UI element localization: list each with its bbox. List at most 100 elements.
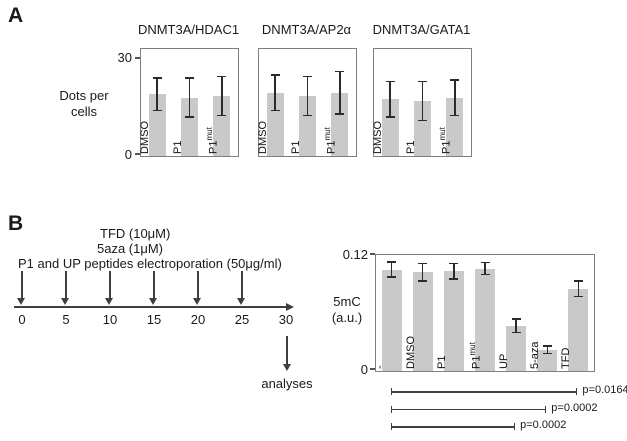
error-bar-cap: [480, 261, 490, 264]
electroporation-arrowhead-icon: [149, 298, 157, 305]
panel-b-ymax-label: 0.12: [342, 247, 368, 262]
bar-label: P1: [289, 140, 302, 154]
error-bar-cap: [185, 116, 194, 118]
chart-title-dnmt3a-gata1: DNMT3A/GATA1: [372, 22, 471, 37]
analyses-label: analyses: [261, 376, 313, 391]
bar-label: P1: [435, 355, 448, 369]
error-bar-cap: [185, 77, 194, 79]
error-bar-cap: [511, 331, 521, 334]
bar-chart-dnmt3a-ap2a: DMSO P1 P1mut: [257, 48, 357, 157]
error-bar-cap: [152, 77, 162, 79]
chart-title-dnmt3a-hdac1: DNMT3A/HDAC1: [137, 22, 240, 37]
bar-tfd: [568, 288, 589, 371]
bar-label: P1mut: [468, 342, 483, 369]
bar-label: P1: [171, 140, 184, 154]
error-bar-cap: [303, 114, 312, 117]
bar-chart-5mc: - DMSO P1 P1mut UP 5-aza TFD: [373, 254, 595, 372]
bar-dmso: [266, 92, 284, 156]
bar-label: 5-aza: [529, 341, 542, 369]
error-bar-cap: [450, 114, 460, 117]
error-bar: [390, 261, 393, 278]
error-bar: [274, 74, 276, 111]
panel-b-y-axis-title: 5mC (a.u.): [331, 294, 363, 325]
bar-p1: [414, 100, 431, 156]
bar-chart-dnmt3a-hdac1: DMSO P1 P1mut: [139, 48, 239, 157]
bar-label: DMSO: [257, 121, 270, 154]
error-bar-cap: [418, 262, 428, 265]
significance-bracket: [390, 408, 547, 410]
bar-dmso: [381, 99, 399, 156]
electroporation-arrowhead-icon: [61, 298, 69, 305]
timeline-tick-10: 10: [102, 312, 118, 327]
bar-label-superscript: mut: [204, 127, 214, 141]
error-bar-cap: [542, 345, 552, 347]
timeline-peptides-text: P1 and UP peptides electroporation (50μg…: [18, 256, 282, 271]
bar-label: P1mut: [204, 127, 220, 154]
analyses-arrow-line: [286, 336, 288, 364]
error-bar: [546, 345, 549, 354]
error-bar: [484, 262, 486, 275]
electroporation-arrow-line: [65, 271, 67, 298]
bar-label: UP: [498, 353, 511, 369]
electroporation-arrow-line: [241, 271, 243, 298]
error-bar-cap: [573, 295, 583, 298]
panel-b-ymin-tick: [370, 368, 375, 370]
error-bar-cap: [335, 113, 345, 115]
significance-label: p=0.0002: [520, 419, 567, 431]
error-bar: [188, 78, 191, 118]
panel-a-ymax-tick: [135, 57, 140, 59]
panel-b-ymax-tick: [370, 253, 375, 255]
error-bar-cap: [480, 273, 490, 276]
error-bar-cap: [511, 318, 521, 320]
error-bar-cap: [542, 352, 552, 355]
bar-label: -: [373, 365, 386, 369]
significance-bracket-end: [513, 423, 516, 430]
error-bar-cap: [217, 75, 227, 78]
bar-dmso: [412, 272, 433, 371]
electroporation-arrowhead-icon: [237, 298, 245, 305]
bar-5-aza: [537, 349, 558, 371]
significance-bracket-end: [575, 388, 578, 395]
bar-p1mut: [446, 97, 464, 156]
electroporation-arrowhead-icon: [193, 298, 201, 305]
electroporation-arrowhead-icon: [17, 298, 25, 305]
bar-label: P1mut: [322, 127, 338, 154]
error-bar-cap: [449, 278, 459, 280]
timeline-tfd-text: TFD (10μM): [100, 226, 171, 241]
error-bar: [221, 76, 223, 116]
electroporation-arrowhead-icon: [105, 298, 113, 305]
significance-bracket-end: [390, 388, 393, 395]
bar-label: DMSO: [139, 121, 152, 154]
error-bar: [421, 81, 424, 121]
bar-label-superscript: mut: [468, 342, 477, 356]
bar-label: P1: [404, 140, 417, 154]
significance-bracket-end: [390, 405, 393, 413]
error-bar-cap: [335, 70, 345, 73]
error-bar: [389, 81, 391, 118]
error-bar-cap: [385, 116, 395, 118]
error-bar-cap: [418, 280, 428, 282]
panel-a-label: A: [8, 4, 24, 27]
timeline-tick-25: 25: [234, 312, 250, 327]
bar-label: TFD: [560, 347, 573, 369]
significance-bracket: [390, 391, 578, 393]
timeline-tick-20: 20: [190, 312, 206, 327]
panel-b-ymin-label: 0: [360, 362, 368, 377]
timeline-5aza-text: 5aza (1μM): [97, 241, 164, 256]
significance-bracket: [390, 426, 516, 428]
bar-chart-dnmt3a-gata1: DMSO P1 P1mut: [372, 48, 472, 157]
error-bar-cap: [303, 75, 312, 78]
error-bar: [306, 76, 309, 116]
bar-p1mut: [213, 96, 231, 156]
error-bar-cap: [573, 280, 583, 282]
error-bar-cap: [385, 80, 395, 83]
bar--: [381, 269, 402, 371]
error-bar-cap: [217, 114, 227, 117]
bar-label-superscript: mut: [322, 127, 332, 141]
electroporation-arrow-line: [21, 271, 23, 298]
error-bar: [156, 78, 158, 111]
timeline-axis-line: [14, 306, 286, 308]
bar-p1mut: [475, 268, 495, 371]
significance-label: p=0.0164: [582, 384, 627, 396]
error-bar-cap: [418, 80, 427, 83]
